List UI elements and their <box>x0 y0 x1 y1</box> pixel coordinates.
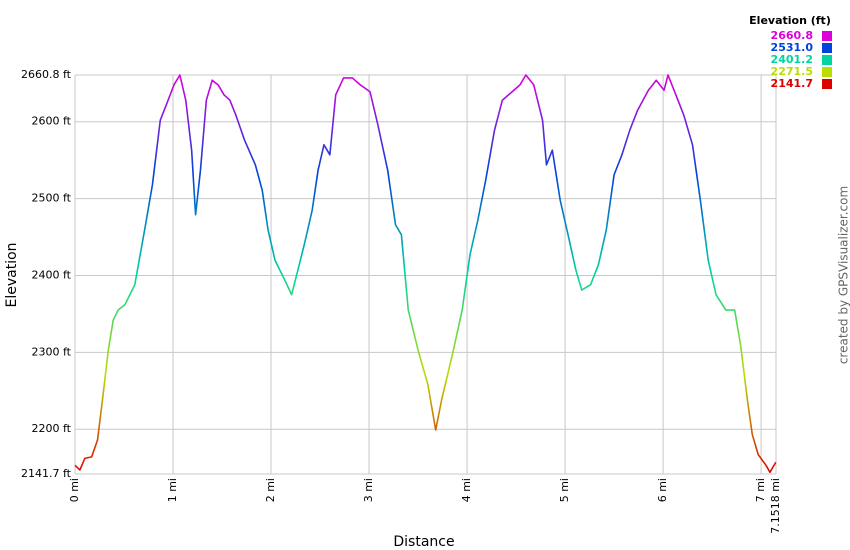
legend-label: 2660.8 <box>771 29 813 42</box>
legend-label: 2401.2 <box>771 53 813 66</box>
legend-swatch <box>822 31 832 41</box>
x-tick-label: 4 mi <box>460 478 473 502</box>
y-tick-label: 2200 ft <box>32 422 72 435</box>
legend-swatch <box>822 55 832 65</box>
legend-title: Elevation (ft) <box>749 14 831 27</box>
legend-swatch <box>822 43 832 53</box>
x-tick-label: 1 mi <box>166 478 179 502</box>
x-tick-label: 6 mi <box>656 478 669 502</box>
y-tick-label: 2500 ft <box>32 192 72 205</box>
legend-swatch <box>822 67 832 77</box>
x-tick-label: 0 mi <box>68 478 81 502</box>
x-tick-label: 3 mi <box>362 478 375 502</box>
x-tick-label: 7 mi <box>754 478 767 502</box>
x-tick-label: 2 mi <box>264 478 277 502</box>
legend-label: 2141.7 <box>771 77 813 90</box>
legend-label: 2271.5 <box>771 65 813 78</box>
y-tick-label: 2660.8 ft <box>21 68 72 81</box>
legend-label: 2531.0 <box>771 41 814 54</box>
credit: created by GPSVisualizer.com <box>837 186 850 364</box>
y-tick-label: 2300 ft <box>32 345 72 358</box>
legend-swatch <box>822 79 832 89</box>
y-tick-label: 2600 ft <box>32 115 72 128</box>
x-tick-label: 5 mi <box>558 478 571 502</box>
x-axis-label: Distance <box>393 534 454 550</box>
y-tick-label: 2141.7 ft <box>21 467 72 480</box>
x-tick-label: 7.1518 mi <box>769 478 782 534</box>
elevation-line <box>74 74 777 474</box>
y-axis-label: Elevation <box>4 242 20 307</box>
y-tick-label: 2400 ft <box>32 268 72 281</box>
